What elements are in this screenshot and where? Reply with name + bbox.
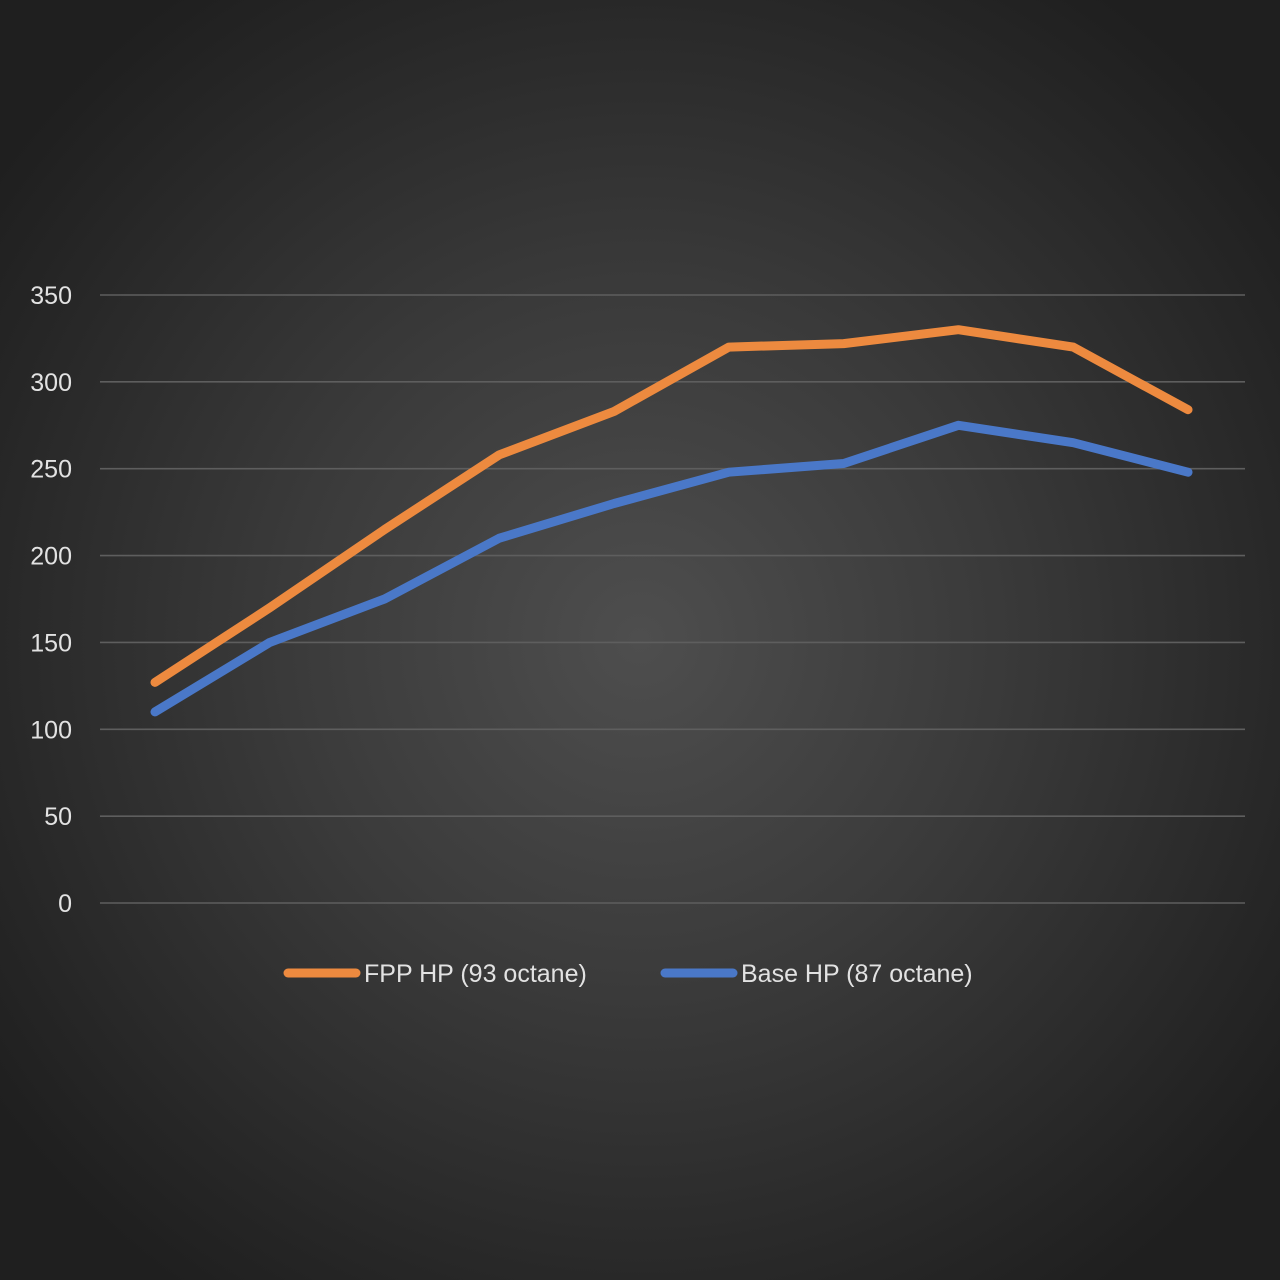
data-point xyxy=(1187,409,1189,411)
data-point xyxy=(613,502,615,504)
data-point xyxy=(498,537,500,539)
data-point xyxy=(498,454,500,456)
data-point xyxy=(728,471,730,473)
legend-item: Base HP (87 octane) xyxy=(660,960,973,988)
data-point xyxy=(269,641,271,643)
legend: FPP HP (93 octane) Base HP (87 octane) xyxy=(283,960,973,988)
legend-label: Base HP (87 octane) xyxy=(741,960,973,988)
y-tick-label: 50 xyxy=(44,803,72,831)
series-line xyxy=(150,325,1193,687)
series-lines xyxy=(150,325,1193,717)
y-tick-label: 200 xyxy=(30,543,72,571)
data-point xyxy=(728,346,730,348)
y-tick-label: 300 xyxy=(30,369,72,397)
data-point xyxy=(1072,442,1074,444)
gridlines xyxy=(100,294,1245,904)
y-tick-label: 0 xyxy=(58,890,72,918)
data-point xyxy=(957,329,959,331)
series-1 xyxy=(150,325,1193,687)
y-tick-label: 250 xyxy=(30,456,72,484)
data-point xyxy=(957,424,959,426)
data-point xyxy=(154,681,156,683)
data-point xyxy=(269,607,271,609)
data-point xyxy=(1072,346,1074,348)
data-point xyxy=(154,711,156,713)
data-point xyxy=(843,463,845,465)
y-axis-tick-labels: 0 50 100 150 200 250 300 350 xyxy=(30,282,72,918)
y-tick-label: 150 xyxy=(30,629,72,657)
data-point xyxy=(843,343,845,345)
data-point xyxy=(384,529,386,531)
series-2 xyxy=(150,420,1193,717)
series-line xyxy=(150,420,1193,717)
data-point xyxy=(1187,471,1189,473)
legend-label: FPP HP (93 octane) xyxy=(364,960,587,988)
y-tick-label: 350 xyxy=(30,282,72,310)
data-point xyxy=(613,410,615,412)
legend-item: FPP HP (93 octane) xyxy=(283,960,587,988)
data-point xyxy=(384,598,386,600)
y-tick-label: 100 xyxy=(30,716,72,744)
